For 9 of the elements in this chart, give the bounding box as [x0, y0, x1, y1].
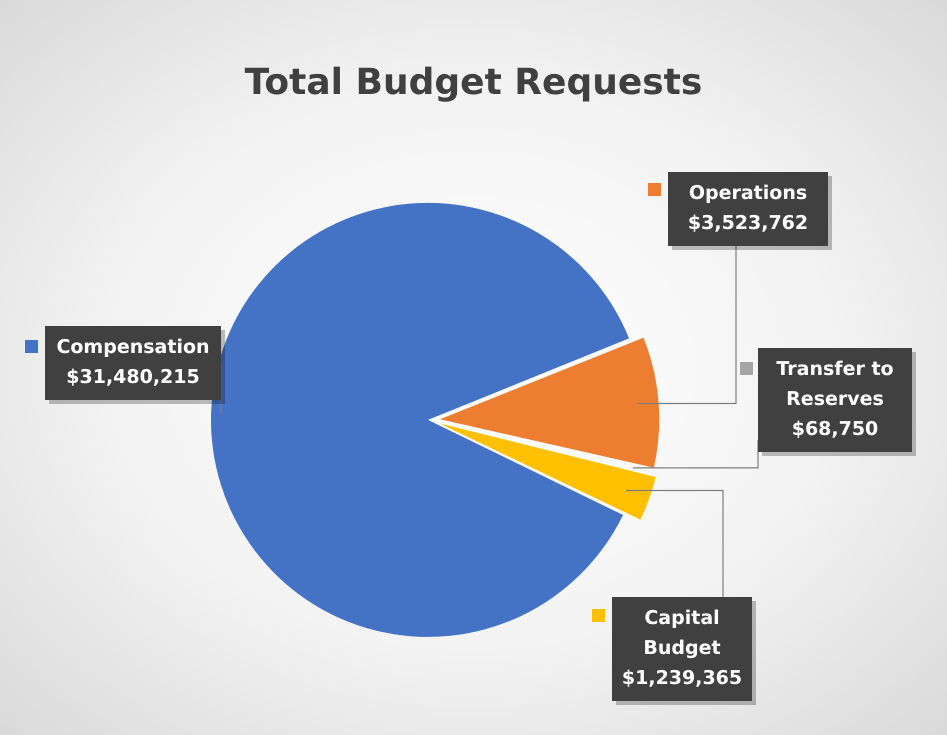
legend-label: Transfer to Reserves [776, 358, 894, 410]
legend-label: Capital Budget [643, 606, 721, 659]
data-label: $31,480,215 [66, 366, 200, 388]
data-label: $3,523,762 [688, 212, 808, 234]
data-label: $68,750 [792, 418, 878, 440]
data-label: $1,239,365 [622, 666, 742, 689]
legend-label: Compensation [56, 336, 210, 358]
chart-title: Total Budget Requests [244, 62, 704, 103]
legend-label: Operations [688, 182, 808, 204]
